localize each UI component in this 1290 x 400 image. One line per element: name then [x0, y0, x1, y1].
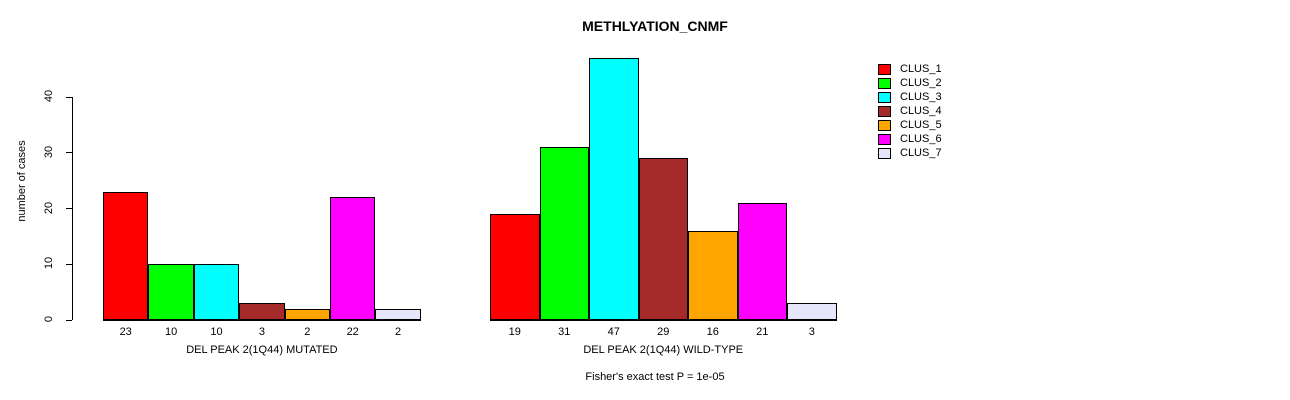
legend-label: CLUS_4 — [900, 105, 942, 117]
legend-label: CLUS_5 — [900, 119, 942, 131]
bar[interactable] — [193, 264, 240, 320]
x-axis-tick-label: 10 — [164, 326, 178, 338]
legend-label: CLUS_2 — [900, 77, 942, 89]
bar[interactable] — [688, 230, 738, 320]
x-axis-baseline — [490, 320, 837, 321]
y-axis-tick-label: 10 — [43, 257, 55, 270]
bar[interactable] — [490, 214, 540, 320]
x-axis-tick-label: 19 — [508, 326, 521, 338]
legend-item[interactable]: CLUS_5 — [878, 118, 942, 132]
x-axis-tick-label: 47 — [607, 326, 620, 338]
legend-label: CLUS_1 — [900, 63, 942, 75]
x-axis-tick-label: 10 — [210, 326, 223, 338]
x-axis-tick-label: 3 — [808, 326, 815, 338]
y-axis-tick — [66, 319, 72, 321]
bar[interactable] — [737, 202, 787, 320]
y-axis-tick — [66, 263, 72, 265]
bar[interactable] — [103, 191, 149, 320]
legend-swatch-icon — [878, 63, 891, 75]
chart-title: METHLYATION_CNMF — [582, 18, 728, 34]
bar[interactable] — [539, 147, 589, 320]
x-axis-tick-label: 2 — [395, 326, 402, 338]
legend-item[interactable]: CLUS_4 — [878, 104, 942, 118]
group-axis-label: DEL PEAK 2(1Q44) WILD-TYPE — [583, 344, 744, 356]
x-axis-tick-label: 29 — [657, 326, 670, 338]
y-axis-title: number of cases — [16, 140, 28, 222]
legend-swatch-icon — [878, 105, 891, 117]
group-axis-label: DEL PEAK 2(1Q44) MUTATED — [186, 344, 338, 356]
legend-swatch-icon — [878, 147, 891, 159]
legend-item[interactable]: CLUS_6 — [878, 132, 942, 146]
bar[interactable] — [787, 303, 837, 320]
legend-swatch-icon — [878, 77, 891, 89]
x-axis-tick-label: 16 — [706, 326, 719, 338]
y-axis-tick — [66, 152, 72, 154]
y-axis-tick — [66, 96, 72, 98]
legend-label: CLUS_7 — [900, 147, 942, 159]
x-axis-baseline — [103, 320, 421, 321]
y-axis-tick-label: 20 — [43, 201, 55, 214]
bar[interactable] — [284, 308, 330, 320]
bar[interactable] — [375, 308, 421, 320]
legend-label: CLUS_3 — [900, 91, 942, 103]
legend-swatch-icon — [878, 133, 891, 145]
x-axis-tick-label: 3 — [258, 326, 265, 338]
legend-item[interactable]: CLUS_1 — [878, 62, 942, 76]
y-axis-tick — [66, 208, 72, 209]
x-axis-tick-label: 2 — [304, 326, 311, 338]
legend-swatch-icon — [878, 119, 891, 131]
x-axis-tick-label: 31 — [558, 326, 571, 338]
y-axis-tick-label: 40 — [43, 89, 55, 103]
x-axis-tick-label: 22 — [346, 326, 359, 338]
bar[interactable] — [330, 197, 376, 320]
bar[interactable] — [148, 264, 194, 320]
y-axis-tick-label: 30 — [43, 145, 55, 158]
y-axis-line — [72, 97, 73, 320]
bar[interactable] — [589, 57, 639, 320]
legend: CLUS_1 CLUS_2 CLUS_3 CLUS_4 CLUS_5 CLUS_6 CLUS… — [878, 62, 942, 160]
bar[interactable] — [239, 303, 285, 320]
y-axis-tick-label: 0 — [43, 315, 55, 323]
bar[interactable] — [638, 158, 688, 320]
footer-annotation: Fisher's exact test P = 1e-05 — [585, 371, 725, 383]
legend-item[interactable]: CLUS_7 — [878, 146, 942, 160]
legend-label: CLUS_6 — [900, 133, 942, 145]
x-axis-tick-label: 23 — [119, 326, 132, 338]
legend-item[interactable]: CLUS_2 — [878, 76, 942, 90]
x-axis-tick-label: 21 — [756, 326, 769, 338]
legend-swatch-icon — [878, 91, 891, 103]
legend-item[interactable]: CLUS_3 — [878, 90, 942, 104]
